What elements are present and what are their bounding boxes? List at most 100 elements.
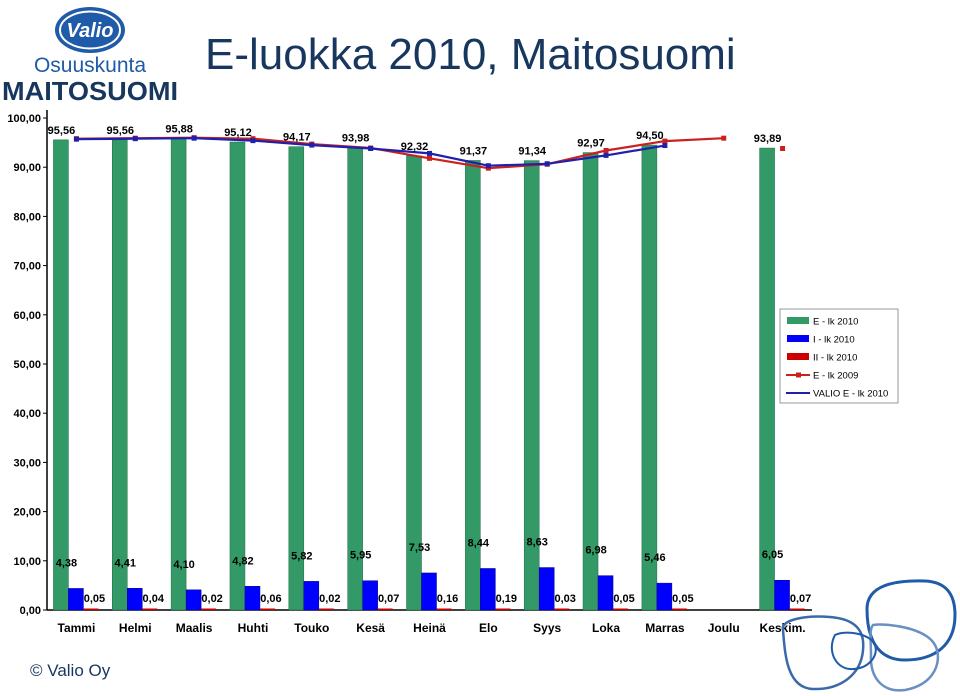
bar-i-lk-2010 — [480, 568, 496, 611]
legend-swatch — [787, 353, 809, 360]
x-tick-label: Huhti — [238, 621, 269, 635]
series-valio-e-lk-2010-marker — [250, 138, 256, 144]
data-label-i: 8,44 — [468, 537, 490, 549]
data-label-i: 4,82 — [232, 555, 253, 567]
x-tick-label: Loka — [592, 621, 620, 635]
data-label-i: 4,38 — [56, 557, 77, 569]
logo-maitosuomi: MAITOSUOMI — [2, 76, 178, 106]
deco-ring-left — [781, 615, 865, 691]
data-label-ii: 0,07 — [790, 593, 811, 605]
data-label-ii: 0,05 — [672, 593, 693, 605]
series-e-lk-2009-marker — [427, 155, 432, 161]
bar-i-lk-2010 — [656, 582, 673, 611]
data-label-e: 95,88 — [165, 123, 193, 135]
legend-box — [779, 308, 899, 404]
data-label-e: 95,56 — [107, 125, 135, 137]
y-tick-label: 10,00 — [13, 556, 41, 568]
data-label-e: 91,37 — [460, 145, 488, 157]
series-valio-e-lk-2010-marker — [544, 161, 550, 167]
series-valio-e-lk-2010-marker — [73, 136, 79, 142]
data-label-ii: 0,03 — [554, 593, 575, 605]
data-label-ii: 0,16 — [437, 593, 458, 605]
bar-i-lk-2010 — [774, 579, 790, 611]
bar-ii-lk-2010 — [201, 608, 217, 610]
data-label-e: 92,32 — [401, 141, 429, 153]
page-title: E-luokka 2010, Maitosuomi — [205, 30, 736, 79]
data-label-i: 6,98 — [585, 545, 606, 557]
legend-swatch — [787, 335, 809, 342]
series-valio-e-lk-2010-marker — [309, 142, 315, 148]
bar-i-lk-2010 — [303, 581, 320, 611]
data-label-ii: 0,06 — [260, 593, 281, 605]
y-tick-label: 100,00 — [7, 113, 41, 125]
series-e-lk-2009-marker — [780, 146, 786, 152]
data-label-i: 5,46 — [644, 552, 665, 564]
series-valio-e-lk-2010-marker — [485, 163, 491, 169]
series-valio-e-lk-2010-marker — [427, 150, 432, 156]
bar-ii-lk-2010 — [318, 608, 334, 610]
legend-label: E - lk 2010 — [813, 317, 858, 328]
data-label-i: 5,82 — [291, 550, 312, 562]
data-label-e: 94,17 — [283, 132, 311, 144]
bar-e-lk-2010 — [112, 139, 128, 611]
x-tick-label: Marras — [645, 621, 685, 635]
bar-e-lk-2010 — [170, 138, 187, 611]
x-tick-label: Touko — [294, 621, 329, 635]
deco-ring-small — [830, 631, 877, 671]
data-label-i: 4,10 — [173, 559, 194, 571]
y-tick-label: 40,00 — [13, 408, 41, 420]
y-tick-label: 50,00 — [13, 359, 41, 371]
legend-label: VALIO E - lk 2010 — [813, 389, 888, 400]
valio-logo-oval — [55, 7, 125, 53]
bar-e-lk-2010 — [288, 146, 305, 611]
bar-i-lk-2010 — [538, 567, 555, 611]
bar-i-lk-2010 — [127, 588, 143, 611]
data-label-e: 95,56 — [48, 125, 76, 137]
series-valio-e-lk-2010-marker — [603, 152, 609, 158]
chart: 0,00 10,00 20,00 30,00 40,00 50,00 60,00 70,00 8… — [7, 110, 899, 635]
deco-ring-right — [869, 623, 940, 692]
y-tick-label: 80,00 — [13, 211, 41, 223]
series-valio-e-lk-2010-marker — [662, 143, 668, 149]
data-label-ii: 0,02 — [201, 593, 222, 605]
bar-e-lk-2010 — [523, 160, 540, 611]
data-label-e: 92,97 — [577, 138, 605, 150]
bar-e-lk-2010 — [759, 147, 775, 611]
bar-e-lk-2010 — [347, 147, 363, 611]
bar-i-lk-2010 — [421, 572, 437, 611]
y-tick-label: 20,00 — [13, 507, 41, 519]
data-label-i: 8,63 — [526, 537, 547, 549]
valio-maitosuomi-logo: Valio Osuuskunta MAITOSUOMI — [2, 7, 178, 106]
y-tick-label: 60,00 — [13, 310, 41, 322]
bar-e-lk-2010 — [465, 160, 481, 611]
bar-ii-lk-2010 — [789, 608, 805, 610]
data-label-ii: 0,04 — [143, 593, 165, 605]
data-label-ii: 0,05 — [613, 593, 634, 605]
data-label-i: 4,41 — [115, 557, 136, 569]
bar-i-lk-2010 — [68, 588, 84, 611]
bar-i-lk-2010 — [244, 586, 261, 611]
data-label-i: 6,05 — [762, 549, 783, 561]
x-tick-label: Helmi — [119, 621, 152, 635]
y-tick-label: 30,00 — [13, 457, 41, 469]
x-tick-label: Maalis — [176, 621, 213, 635]
legend-label: E - lk 2009 — [813, 371, 858, 382]
bar-e-lk-2010 — [53, 139, 69, 611]
data-label-e: 95,12 — [224, 127, 252, 139]
bar-ii-lk-2010 — [436, 608, 452, 610]
series-valio-e-lk-2010-marker — [132, 136, 138, 142]
bar-ii-lk-2010 — [613, 608, 629, 610]
legend-swatch-marker — [796, 372, 801, 378]
bar-ii-lk-2010 — [142, 608, 158, 610]
bar-ii-lk-2010 — [554, 608, 570, 610]
x-tick-label: Heinä — [413, 621, 446, 635]
x-tick-label: Syys — [533, 621, 561, 635]
data-label-i: 5,95 — [350, 550, 371, 562]
deco-ring-large — [865, 579, 957, 662]
series-valio-e-lk-2010-marker — [368, 146, 374, 152]
x-tick-label: Joulu — [708, 621, 740, 635]
bar-i-lk-2010 — [597, 575, 614, 611]
y-tick-label: 70,00 — [13, 261, 41, 273]
x-tick-label: Tammi — [58, 621, 96, 635]
bar-ii-lk-2010 — [83, 608, 99, 610]
